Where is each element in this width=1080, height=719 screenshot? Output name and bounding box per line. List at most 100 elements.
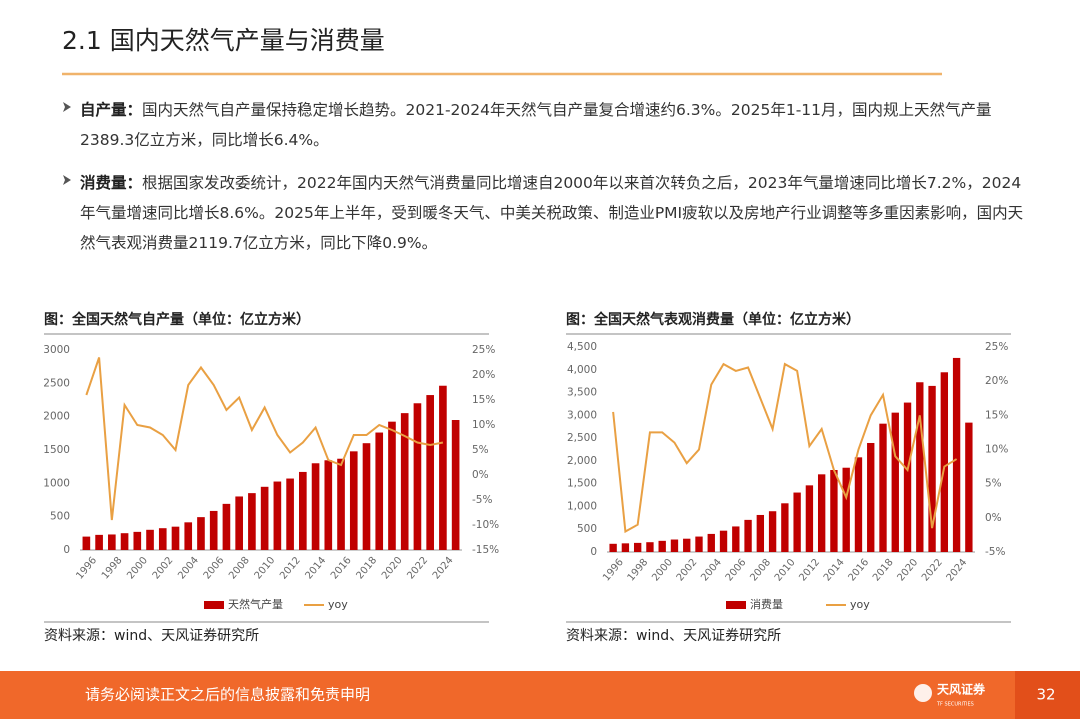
y-tick-label: 0 bbox=[63, 544, 70, 556]
bullet-text: 根据国家发改委统计，2022年国内天然气消费量同比增速自2000年以来首次转负之… bbox=[80, 174, 1024, 252]
bar bbox=[646, 542, 654, 552]
y2-tick-label: 0% bbox=[472, 469, 489, 481]
bar bbox=[781, 503, 789, 552]
y-tick-label: 1000 bbox=[43, 477, 70, 489]
legend-label: yoy bbox=[850, 598, 870, 611]
legend-label: yoy bbox=[328, 598, 348, 611]
bullet-text: 国内天然气自产量保持稳定增长趋势。2021-2024年天然气自产量复合增速约6.… bbox=[80, 101, 992, 149]
bar bbox=[621, 543, 630, 552]
bar bbox=[413, 403, 422, 550]
x-tick-label: 2006 bbox=[202, 555, 227, 582]
disclaimer: 请务必阅读正文之后的信息披露和免责申明 bbox=[85, 686, 370, 704]
bar bbox=[793, 492, 801, 552]
y2-tick-label: 20% bbox=[472, 369, 495, 381]
yoy-line bbox=[85, 357, 444, 521]
y2-tick-label: 5% bbox=[472, 444, 489, 456]
bar bbox=[817, 474, 826, 552]
y2-tick-label: -15% bbox=[472, 544, 499, 556]
logo-icon bbox=[914, 684, 932, 702]
logo: 天风证券 bbox=[937, 682, 986, 697]
bar bbox=[891, 412, 899, 552]
y-tick-label: 4,000 bbox=[567, 364, 597, 376]
bar bbox=[248, 493, 256, 550]
bar bbox=[337, 458, 345, 550]
bullet-icon bbox=[63, 102, 71, 112]
x-tick-label: 2020 bbox=[380, 555, 405, 582]
bar bbox=[916, 382, 924, 552]
bar bbox=[756, 514, 765, 552]
bar bbox=[375, 432, 384, 550]
y-tick-label: 3000 bbox=[43, 344, 70, 356]
bar bbox=[867, 442, 875, 552]
bar bbox=[95, 534, 103, 550]
bar bbox=[658, 540, 666, 552]
y-tick-label: 2,500 bbox=[567, 432, 597, 444]
x-tick-label: 2002 bbox=[675, 557, 700, 584]
bullet: 消费量：根据国家发改委统计，2022年国内天然气消费量同比增速自2000年以来首… bbox=[80, 168, 1035, 258]
y-tick-label: 500 bbox=[577, 523, 597, 535]
x-tick-label: 2024 bbox=[431, 555, 456, 582]
bar bbox=[273, 481, 282, 550]
bar bbox=[940, 372, 949, 552]
bar bbox=[879, 423, 887, 552]
x-tick-label: 1998 bbox=[626, 557, 651, 584]
y2-tick-label: 15% bbox=[985, 409, 1008, 421]
title: 2.1 国内天然气产量与消费量 bbox=[62, 26, 385, 55]
footer-bar bbox=[0, 671, 1080, 719]
bar bbox=[744, 519, 752, 552]
x-tick-label: 2016 bbox=[329, 555, 354, 582]
bar bbox=[707, 533, 715, 552]
y2-tick-label: 10% bbox=[472, 419, 495, 431]
bar bbox=[719, 530, 728, 552]
x-tick-label: 2016 bbox=[846, 557, 871, 584]
bar bbox=[299, 471, 307, 550]
bar bbox=[609, 543, 617, 552]
y2-tick-label: 20% bbox=[985, 375, 1008, 387]
bar bbox=[842, 467, 850, 552]
bar bbox=[451, 420, 460, 550]
bar bbox=[197, 517, 205, 550]
y-tick-label: 2500 bbox=[43, 377, 70, 389]
x-tick-label: 2012 bbox=[797, 557, 822, 584]
legend-swatch bbox=[204, 601, 224, 609]
x-tick-label: 2006 bbox=[724, 557, 749, 584]
bar bbox=[108, 534, 116, 550]
x-tick-label: 2020 bbox=[896, 557, 921, 584]
y2-tick-label: -5% bbox=[472, 494, 492, 506]
y2-tick-label: 25% bbox=[985, 341, 1008, 353]
logo-sub: TF SECURITIES bbox=[936, 702, 974, 708]
bullet-label: 自产量： bbox=[80, 101, 143, 119]
chart-title: 图：全国天然气表观消费量（单位：亿立方米） bbox=[566, 311, 860, 328]
y-tick-label: 3,000 bbox=[567, 409, 597, 421]
bar bbox=[805, 485, 814, 552]
chart-source: 资料来源：wind、天风证券研究所 bbox=[566, 628, 781, 644]
y2-tick-label: 15% bbox=[472, 394, 495, 406]
bar bbox=[171, 526, 180, 550]
y2-tick-label: 0% bbox=[985, 512, 1002, 524]
x-tick-label: 1996 bbox=[601, 557, 626, 584]
bar bbox=[439, 385, 447, 550]
y2-tick-label: -10% bbox=[472, 519, 499, 531]
y-tick-label: 1,500 bbox=[567, 478, 597, 490]
y-tick-label: 0 bbox=[590, 546, 597, 558]
bar bbox=[400, 413, 409, 550]
y-tick-label: 500 bbox=[50, 511, 70, 523]
bar bbox=[362, 443, 371, 550]
x-tick-label: 2004 bbox=[699, 557, 724, 584]
bullet: 自产量：国内天然气自产量保持稳定增长趋势。2021-2024年天然气自产量复合增… bbox=[80, 95, 1035, 155]
bar bbox=[260, 486, 269, 550]
bar bbox=[695, 536, 703, 552]
chart-source: 资料来源：wind、天风证券研究所 bbox=[44, 628, 259, 644]
y2-tick-label: 5% bbox=[985, 478, 1002, 490]
bar bbox=[222, 503, 231, 550]
x-tick-label: 2010 bbox=[253, 555, 278, 582]
legend-label: 天然气产量 bbox=[228, 597, 283, 611]
bar bbox=[349, 451, 358, 550]
bullet-label: 消费量： bbox=[80, 174, 143, 192]
bar bbox=[928, 385, 936, 552]
bar bbox=[235, 496, 243, 550]
x-tick-label: 1998 bbox=[100, 555, 125, 582]
legend-swatch bbox=[726, 601, 746, 609]
bar bbox=[209, 510, 218, 550]
